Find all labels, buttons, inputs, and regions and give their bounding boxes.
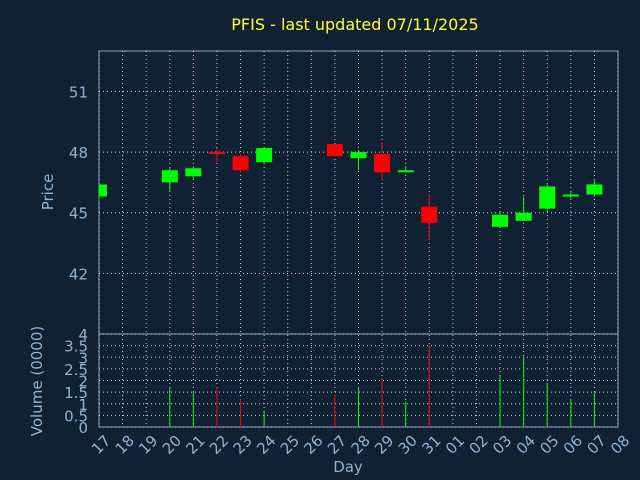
x-tick-label: 25 xyxy=(277,432,303,458)
candle-body xyxy=(99,184,107,197)
volume-tick-label: 2 xyxy=(78,373,88,391)
volume-tick-label: 3 xyxy=(78,349,88,367)
x-tick-label: 22 xyxy=(206,432,232,458)
volume-tick-label: 0 xyxy=(78,419,88,437)
candle-body xyxy=(421,206,438,223)
candle-body xyxy=(562,194,579,197)
volume-bars xyxy=(169,345,595,427)
x-tick-label: 19 xyxy=(135,432,161,458)
candle xyxy=(326,143,343,157)
price-tick-label: 48 xyxy=(69,144,88,162)
candle xyxy=(562,190,579,199)
volume-axis-label: Volume (0000) xyxy=(28,326,46,436)
candle xyxy=(586,180,603,197)
volume-tick-label: 2.5 xyxy=(64,361,88,379)
candle xyxy=(185,166,202,179)
candle xyxy=(161,168,178,191)
x-tick-label: 27 xyxy=(324,432,350,458)
candle xyxy=(256,148,273,165)
candle-body xyxy=(397,170,414,173)
x-tick-label: 17 xyxy=(88,432,114,458)
x-tick-label: 23 xyxy=(230,432,256,458)
candle-body xyxy=(208,152,225,155)
price-tick-label: 51 xyxy=(69,83,88,101)
candle xyxy=(397,166,414,173)
x-tick-label: 24 xyxy=(253,432,279,458)
candle-body xyxy=(374,154,391,173)
candle-body xyxy=(161,170,178,183)
x-tick-label: 05 xyxy=(536,432,562,458)
chart-title: PFIS - last updated 07/11/2025 xyxy=(231,15,478,34)
candles xyxy=(98,141,603,242)
candle xyxy=(421,194,438,242)
x-tick-label: 26 xyxy=(300,432,326,458)
candle xyxy=(208,148,225,163)
candle-body xyxy=(185,168,202,177)
candle-body xyxy=(232,156,249,171)
candle xyxy=(232,154,249,173)
x-tick-label: 02 xyxy=(466,432,492,458)
x-tick-label: 06 xyxy=(560,432,586,458)
x-tick-label: 31 xyxy=(418,432,444,458)
volume-tick-labels: 00.511.522.533.54 xyxy=(64,326,88,437)
volume-tick-label: 1 xyxy=(78,396,88,414)
x-tick-label: 20 xyxy=(159,432,185,458)
candle-body xyxy=(586,184,603,195)
price-tick-label: 45 xyxy=(69,205,88,223)
volume-tick-label: 3.5 xyxy=(64,338,88,356)
x-tick-label: 03 xyxy=(489,432,515,458)
price-axis-label: Price xyxy=(39,174,57,211)
candle xyxy=(492,212,509,227)
x-tick-labels: 1718192021222324252627282930310102030405… xyxy=(88,432,633,458)
volume-tick-label: 1.5 xyxy=(64,384,88,402)
x-tick-label: 01 xyxy=(442,432,468,458)
candle xyxy=(374,141,391,181)
candle-body xyxy=(539,186,556,209)
candle-body xyxy=(350,152,367,159)
x-tick-label: 21 xyxy=(182,432,208,458)
candle xyxy=(98,184,107,201)
x-axis-label: Day xyxy=(333,458,363,476)
x-tick-label: 07 xyxy=(583,432,609,458)
candle-body xyxy=(515,212,532,221)
volume-tick-label: 0.5 xyxy=(64,407,88,425)
x-tick-label: 08 xyxy=(607,432,633,458)
candle xyxy=(539,184,556,211)
candle-body xyxy=(326,143,343,157)
price-panel xyxy=(98,50,619,335)
candle-body xyxy=(256,148,273,163)
candle xyxy=(350,150,367,171)
price-tick-label: 42 xyxy=(69,265,88,283)
x-tick-label: 29 xyxy=(371,432,397,458)
candle xyxy=(515,196,532,221)
price-tick-labels: 42 45 48 51 xyxy=(69,83,88,283)
volume-tick-label: 4 xyxy=(78,326,88,344)
x-tick-label: 18 xyxy=(112,432,138,458)
x-tick-label: 30 xyxy=(395,432,421,458)
candle-body xyxy=(492,214,509,227)
x-tick-label: 28 xyxy=(348,432,374,458)
x-tick-label: 04 xyxy=(513,432,539,458)
